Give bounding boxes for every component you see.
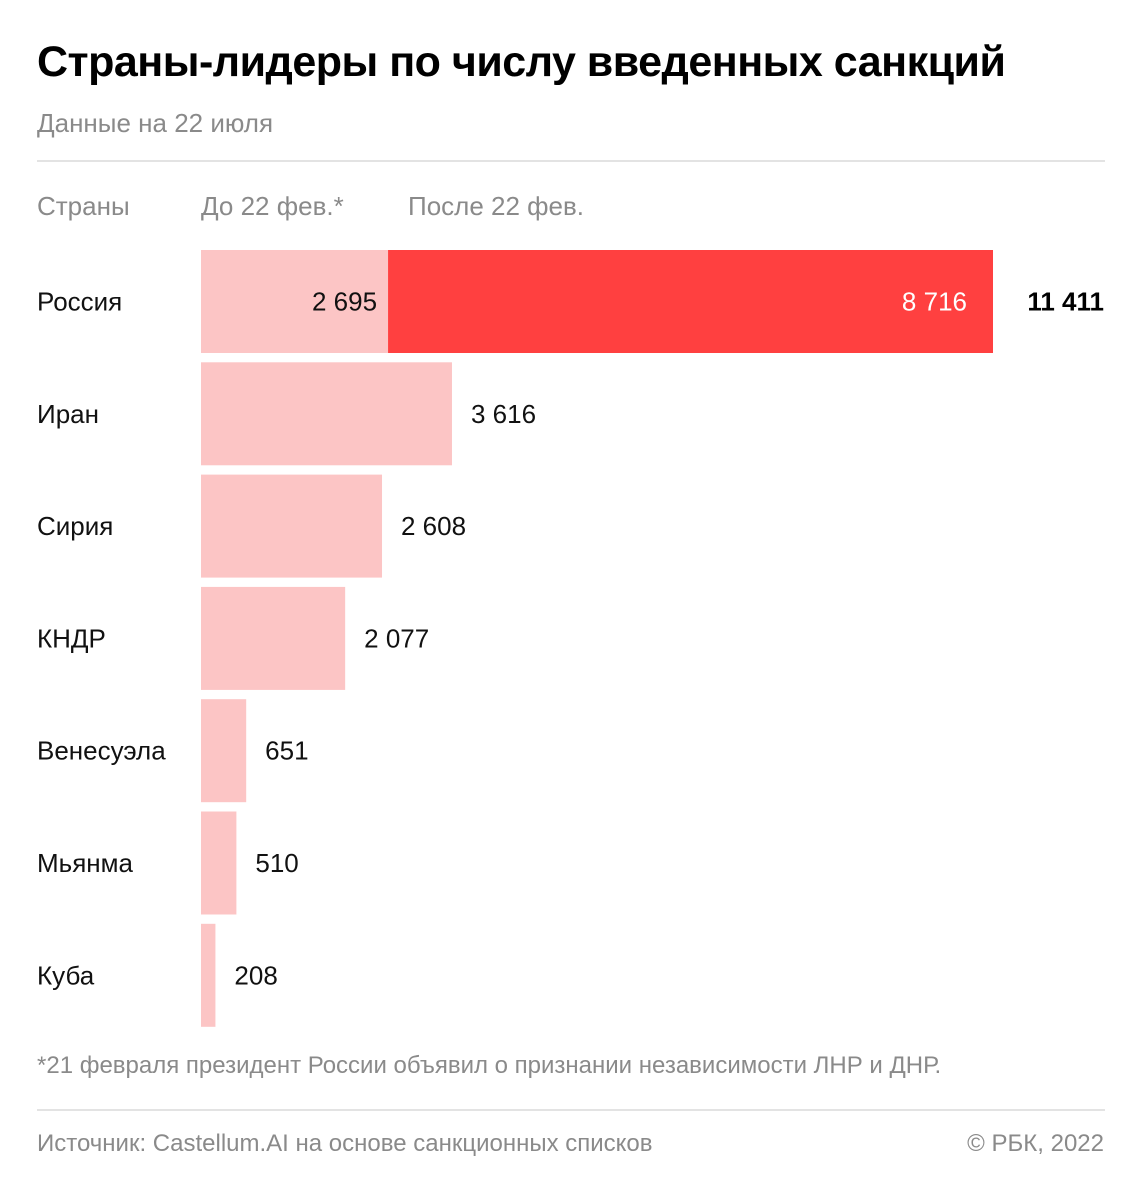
value-label-before-row-2: 2 608 bbox=[401, 511, 466, 541]
bar-before-row-0 bbox=[201, 250, 389, 353]
value-label-before-row-1: 3 616 bbox=[471, 399, 536, 429]
value-label-before-row-6: 208 bbox=[234, 960, 277, 990]
country-label-row-2: Сирия bbox=[37, 511, 113, 541]
chart-title: Страны-лидеры по числу введенных санкций bbox=[37, 38, 1006, 86]
bottom-divider bbox=[37, 1109, 1105, 1111]
value-label-before-row-0: 2 695 bbox=[312, 287, 377, 317]
bar-after-row-0 bbox=[388, 250, 993, 353]
value-label-before-row-5: 510 bbox=[255, 848, 298, 878]
bar-before-row-6 bbox=[201, 923, 216, 1027]
bar-before-row-3 bbox=[201, 586, 346, 690]
value-label-total-row-0: 11 411 bbox=[1027, 287, 1104, 317]
source-note: Источник: Castellum.AI на основе санкцио… bbox=[37, 1130, 653, 1157]
bar-before-row-5 bbox=[201, 811, 237, 915]
country-label-row-4: Венесуэла bbox=[37, 736, 166, 766]
top-divider bbox=[37, 160, 1105, 162]
copyright: © РБК, 2022 bbox=[967, 1130, 1104, 1157]
column-header-before: До 22 фев.* bbox=[201, 191, 344, 221]
country-label-row-5: Мьянма bbox=[37, 848, 134, 878]
bar-before-row-1 bbox=[201, 362, 452, 466]
country-label-row-6: Куба bbox=[37, 960, 95, 990]
value-label-after-row-0: 8 716 bbox=[902, 287, 967, 317]
country-label-row-0: Россия bbox=[37, 287, 122, 317]
column-header-countries: Страны bbox=[37, 191, 130, 221]
bar-before-row-2 bbox=[201, 474, 383, 578]
value-label-before-row-4: 651 bbox=[265, 736, 308, 766]
bar-before-row-4 bbox=[201, 699, 247, 803]
country-label-row-1: Иран bbox=[37, 399, 99, 429]
column-header-after: После 22 фев. bbox=[408, 191, 585, 221]
chart-subtitle: Данные на 22 июля bbox=[37, 108, 274, 138]
country-label-row-3: КНДР bbox=[37, 623, 106, 653]
value-label-before-row-3: 2 077 bbox=[364, 623, 429, 653]
footnote: *21 февраля президент России объявил о п… bbox=[37, 1052, 942, 1079]
